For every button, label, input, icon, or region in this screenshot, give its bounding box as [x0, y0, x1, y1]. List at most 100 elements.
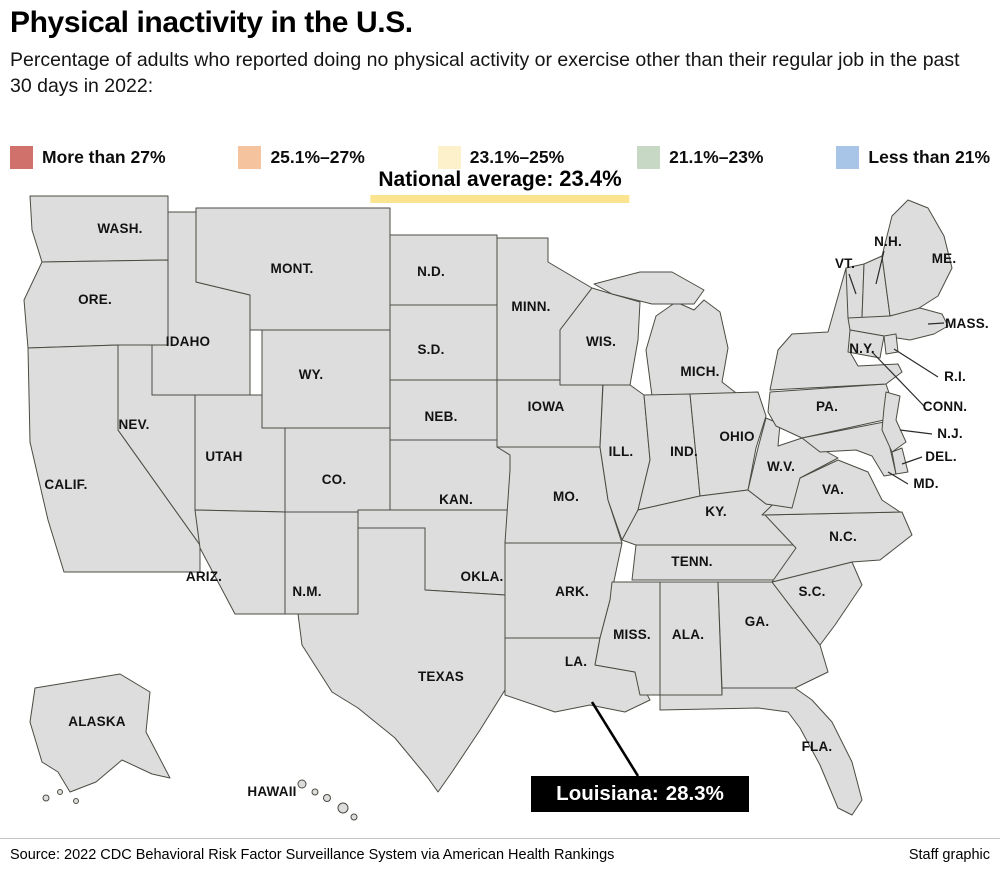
legend-swatch-green [637, 146, 661, 169]
state-label-south-carolina: S.C. [798, 584, 825, 599]
leader-line-md [887, 471, 909, 485]
state-shape-rhode-island [883, 333, 899, 355]
callout-label: Louisiana: [556, 782, 659, 805]
legend-label: More than 27% [42, 147, 166, 167]
leader-line-nj [899, 429, 933, 435]
state-label-nevada: NEV. [118, 417, 149, 432]
legend-swatch-blue [836, 146, 860, 169]
state-label-iowa: IOWA [528, 399, 565, 414]
alaska-island [42, 794, 50, 802]
state-label-connecticut: CONN. [923, 399, 968, 414]
legend: More than 27% 25.1%–27% 23.1%–25% 21.1%–… [10, 146, 990, 169]
alaska-island [73, 798, 79, 804]
legend-label: Less than 21% [868, 147, 990, 167]
state-label-michigan: MICH. [680, 364, 719, 379]
state-label-georgia: GA. [745, 614, 770, 629]
state-label-hawaii: HAWAII [247, 784, 296, 799]
hawaii-island [337, 802, 349, 814]
state-label-montana: MONT. [271, 261, 314, 276]
state-shape-texas [297, 527, 506, 793]
state-shape-wyoming [261, 329, 391, 429]
legend-item-25-27: 25.1%–27% [238, 146, 365, 169]
state-shape-michigan-lower [645, 299, 741, 397]
state-label-colorado: CO. [322, 472, 347, 487]
source-text: Source: 2022 CDC Behavioral Risk Factor … [10, 847, 615, 863]
louisiana-callout: Louisiana: 28.3% [531, 776, 749, 812]
state-label-virginia: VA. [822, 482, 844, 497]
state-label-wyoming: WY. [299, 367, 324, 382]
leader-line-del [901, 456, 923, 465]
legend-item-less-than-21: Less than 21% [836, 146, 990, 169]
state-label-oklahoma: OKLA. [461, 569, 504, 584]
legend-label: 23.1%–25% [469, 147, 565, 167]
callout-value: 28.3% [665, 782, 724, 805]
state-label-tennessee: TENN. [671, 554, 713, 569]
hawaii-island [297, 779, 307, 789]
state-label-north-carolina: N.C. [829, 529, 857, 544]
state-label-delaware: DEL. [925, 449, 957, 464]
state-label-ohio: OHIO [719, 429, 754, 444]
state-shape-arizona [194, 509, 286, 615]
legend-item-23-25: 23.1%–25% [437, 146, 565, 169]
state-shape-michigan-upper [593, 271, 705, 305]
state-label-new-mexico: N.M. [292, 584, 321, 599]
page-title: Physical inactivity in the U.S. [10, 6, 413, 39]
state-label-nebraska: NEB. [424, 409, 457, 424]
state-label-washington: WASH. [97, 221, 142, 236]
state-shape-florida [659, 687, 863, 816]
legend-swatch-cream [437, 146, 461, 169]
state-label-new-jersey: N.J. [937, 426, 963, 441]
state-label-wisconsin: WIS. [586, 334, 616, 349]
state-label-massachusetts: MASS. [945, 316, 989, 331]
state-label-maryland: MD. [913, 476, 938, 491]
state-shape-pennsylvania [767, 383, 893, 439]
national-average-annotation: National average: 23.4% [370, 166, 630, 203]
state-label-california: CALIF. [44, 477, 87, 492]
state-label-arkansas: ARK. [555, 584, 589, 599]
chart-subtitle: Percentage of adults who reported doing … [10, 49, 960, 98]
national-average-label: National average: [378, 168, 554, 191]
legend-swatch-peach [238, 146, 262, 169]
state-label-louisiana: LA. [565, 654, 587, 669]
legend-item-more-than-27: More than 27% [10, 146, 166, 169]
state-label-west-virginia: W.V. [767, 459, 795, 474]
alaska-island [57, 789, 63, 795]
state-shape-tennessee [631, 544, 799, 581]
legend-item-21-23: 21.1%–23% [637, 146, 763, 169]
state-shape-montana [195, 207, 391, 331]
state-label-mississippi: MISS. [613, 627, 651, 642]
national-average-value: 23.4% [559, 166, 622, 191]
state-label-indiana: IND. [670, 444, 698, 459]
state-label-idaho: IDAHO [166, 334, 211, 349]
state-label-new-hampshire: N.H. [874, 234, 902, 249]
leader-line-ri [893, 348, 939, 378]
state-label-missouri: MO. [553, 489, 579, 504]
state-shape-delaware [891, 447, 909, 475]
state-label-illinois: ILL. [609, 444, 634, 459]
state-label-new-york: N.Y. [849, 341, 875, 356]
legend-swatch-red [10, 146, 33, 169]
state-label-texas: TEXAS [418, 669, 464, 684]
credit-text: Staff graphic [908, 847, 990, 863]
state-label-utah: UTAH [205, 449, 242, 464]
state-label-maine: ME. [932, 251, 957, 266]
state-label-kansas: KAN. [439, 492, 473, 507]
state-label-alabama: ALA. [672, 627, 704, 642]
leader-line-conn [871, 351, 925, 407]
state-label-oregon: ORE. [78, 292, 112, 307]
legend-label: 21.1%–23% [669, 147, 764, 167]
state-label-florida: FLA. [802, 739, 833, 754]
leader-line-vt [848, 273, 857, 295]
state-shape-alaska [29, 673, 171, 793]
hawaii-island [350, 813, 358, 821]
state-shape-new-jersey [881, 391, 907, 453]
footer-divider [0, 838, 1000, 839]
hawaii-island [323, 794, 331, 802]
state-shape-north-carolina [764, 511, 913, 583]
state-label-vermont: VT. [835, 256, 855, 271]
state-label-rhode-island: R.I. [944, 369, 966, 384]
footer: Source: 2022 CDC Behavioral Risk Factor … [10, 847, 990, 863]
leader-line-mass [927, 322, 945, 325]
hawaii-island [311, 788, 319, 796]
